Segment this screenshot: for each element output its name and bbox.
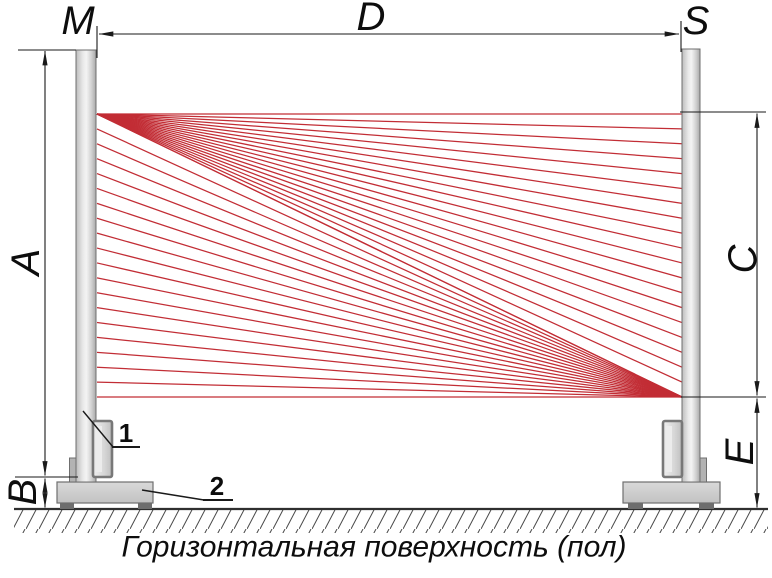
- beam-line: [96, 277, 683, 398]
- beam-line: [96, 113, 683, 145]
- beam-line: [96, 113, 683, 279]
- beam-line: [96, 351, 683, 398]
- left-post-bracket: [69, 457, 77, 483]
- beam-line: [96, 113, 683, 175]
- beam-line: [96, 113, 683, 249]
- left-post: [75, 49, 97, 483]
- beam-line: [96, 113, 683, 190]
- beam-line: [96, 247, 683, 398]
- beam-line: [96, 307, 683, 398]
- callout-2-label: 2: [210, 471, 224, 501]
- beam-line: [96, 262, 683, 398]
- beam-line: [96, 321, 683, 398]
- callout-1-leader: [82, 410, 114, 448]
- beam-line: [96, 113, 683, 234]
- beam-line: [96, 128, 683, 398]
- right-base-foot: [699, 503, 714, 509]
- ground-hatching: [14, 510, 768, 533]
- beam-line: [96, 113, 683, 204]
- callout-1-label: 1: [119, 418, 133, 448]
- beam-line: [96, 113, 683, 130]
- beam-line: [96, 113, 683, 353]
- right-base-pedestal: [622, 481, 721, 504]
- label-emitter-post: M: [61, 0, 95, 43]
- beam-line: [96, 202, 683, 398]
- right-base-foot: [628, 503, 643, 509]
- device-box-right: [661, 419, 684, 479]
- beam-line: [96, 158, 683, 398]
- label-dim-beam-zone: C: [721, 243, 765, 273]
- left-base-foot: [138, 503, 152, 509]
- beam-line: [96, 292, 683, 398]
- beam-line: [96, 366, 683, 398]
- right-post: [681, 48, 701, 483]
- beam-line: [96, 113, 683, 398]
- device-box-left: [91, 419, 114, 479]
- label-receiver-post: S: [683, 0, 710, 43]
- label-dim-post-height: A: [4, 249, 48, 278]
- beam-line: [96, 113, 683, 383]
- beam-line: [96, 232, 683, 398]
- beam-line: [96, 113, 683, 294]
- beam-line: [96, 113, 683, 264]
- callout-2-leader: [141, 489, 205, 501]
- beam-line: [96, 113, 683, 339]
- beam-line: [96, 113, 683, 309]
- beam-fan-right: [96, 113, 683, 398]
- beam-line: [96, 113, 683, 368]
- beam-line: [96, 143, 683, 398]
- device-box-left-highlight: [96, 426, 102, 472]
- label-dim-base-height: B: [1, 479, 45, 506]
- beam-line: [96, 336, 683, 398]
- right-post-bracket: [699, 457, 707, 483]
- beam-line: [96, 113, 683, 324]
- device-box-right-highlight: [666, 426, 672, 472]
- beam-line: [96, 381, 683, 398]
- floor-caption: Горизонтальная поверхность (пол): [121, 531, 626, 564]
- beam-line: [96, 187, 683, 398]
- label-dim-bottom-offset: E: [718, 437, 762, 465]
- beam-fan-left: [96, 113, 683, 398]
- beam-line: [96, 172, 683, 398]
- left-base-pedestal: [56, 481, 154, 504]
- beam-line: [96, 217, 683, 398]
- beam-line: [96, 113, 683, 160]
- label-dim-width: D: [357, 0, 386, 39]
- left-base-foot: [60, 503, 74, 509]
- beam-line: [96, 113, 683, 219]
